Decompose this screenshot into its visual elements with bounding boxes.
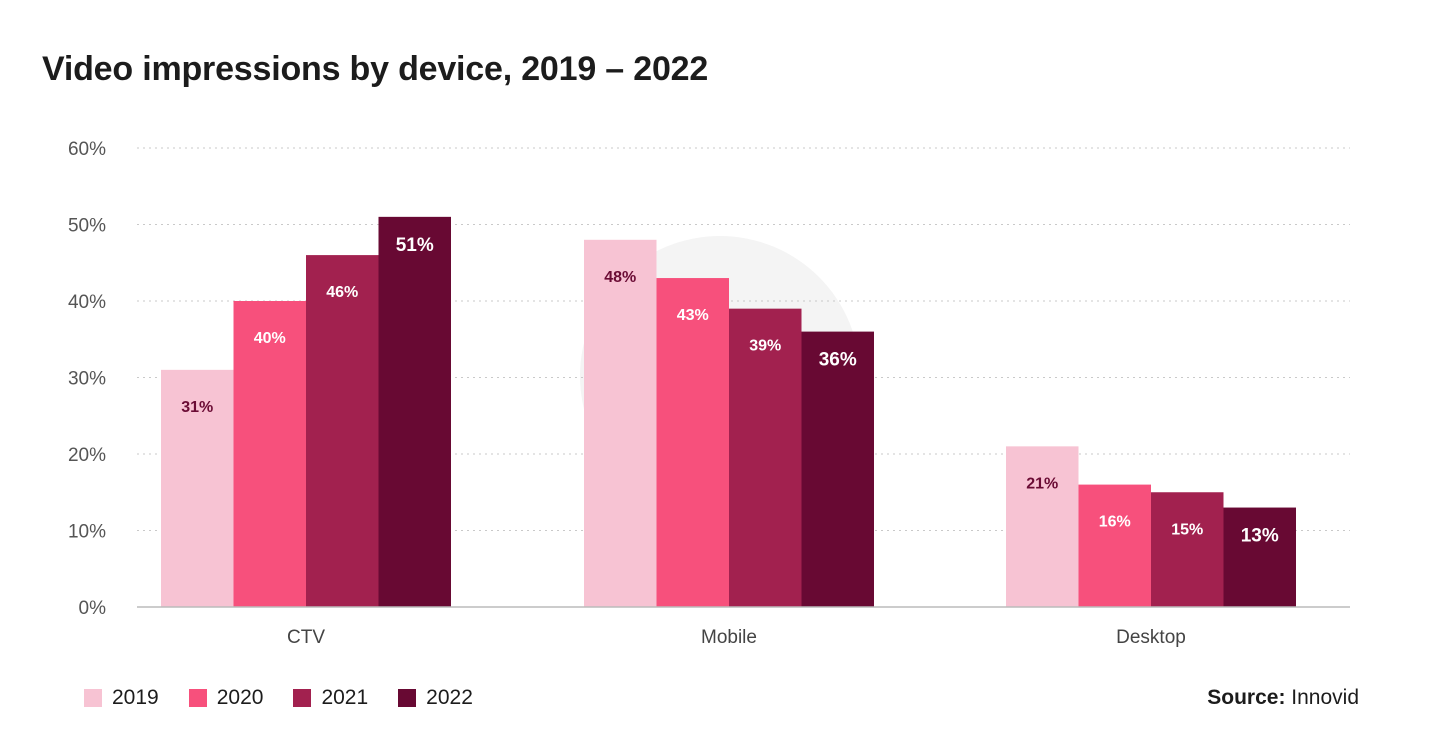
data-label-ctv-2022: 51% xyxy=(396,235,434,256)
y-axis-ticks: 0% 10% 20% 30% 40% 50% 60% xyxy=(68,139,106,619)
data-label-ctv-2020: 40% xyxy=(254,330,286,347)
bar-desktop-2021 xyxy=(1151,492,1224,607)
bar-mobile-2019 xyxy=(584,239,657,608)
legend: 2019 2020 2021 2022 xyxy=(84,686,503,710)
x-tick-label-desktop: Desktop xyxy=(1116,627,1186,648)
y-tick-label: 10% xyxy=(68,522,106,543)
bar-desktop-2020 xyxy=(1078,484,1151,607)
legend-swatch-2019 xyxy=(84,689,102,707)
data-label-mobile-2022: 36% xyxy=(819,350,857,371)
data-label-mobile-2020: 43% xyxy=(677,307,709,324)
y-tick-label: 0% xyxy=(79,598,107,619)
bar-ctv-2020 xyxy=(233,301,306,607)
y-tick-label: 50% xyxy=(68,216,106,237)
bar-desktop-2022 xyxy=(1223,507,1296,607)
x-tick-label-ctv: CTV xyxy=(287,627,325,648)
legend-label-2021: 2021 xyxy=(321,686,369,709)
data-label-mobile-2019: 48% xyxy=(604,269,636,286)
bar-mobile-2021 xyxy=(729,308,802,607)
legend-label-2019: 2019 xyxy=(112,686,159,709)
legend-item-2021: 2021 xyxy=(293,686,368,710)
legend-swatch-2022 xyxy=(398,689,417,707)
legend-item-2022: 2022 xyxy=(398,686,473,710)
data-label-ctv-2021: 46% xyxy=(326,284,358,301)
source-value: Innovid xyxy=(1291,686,1359,709)
legend-label-2022: 2022 xyxy=(426,686,473,709)
bars xyxy=(161,216,1296,608)
legend-item-2020: 2020 xyxy=(188,686,264,710)
data-label-desktop-2021: 15% xyxy=(1171,521,1203,538)
legend-item-2019: 2019 xyxy=(84,686,159,710)
data-label-desktop-2020: 16% xyxy=(1099,514,1131,531)
bar-mobile-2022 xyxy=(801,331,874,607)
source-label: Source: xyxy=(1207,686,1286,709)
y-tick-label: 40% xyxy=(68,292,106,313)
y-tick-label: 60% xyxy=(68,139,106,160)
data-labels: 31% 40% 46% 51% 48% 43% 39% 36% 21% 16% 15% 13% xyxy=(181,235,1279,547)
y-tick-label: 30% xyxy=(68,369,106,390)
data-label-mobile-2021: 39% xyxy=(749,338,781,355)
x-axis-ticks: CTV Mobile Desktop xyxy=(287,627,1186,648)
bar-ctv-2021 xyxy=(306,255,379,607)
data-label-desktop-2022: 13% xyxy=(1241,526,1279,547)
bar-mobile-2020 xyxy=(656,278,729,607)
legend-swatch-2021 xyxy=(293,689,312,707)
x-tick-label-mobile: Mobile xyxy=(701,627,757,648)
legend-label-2020: 2020 xyxy=(216,686,264,709)
chart-title: Video impressions by device, 2019 – 2022 xyxy=(42,50,709,88)
bar-desktop-2019 xyxy=(1006,446,1079,607)
data-label-desktop-2019: 21% xyxy=(1026,475,1058,492)
bar-ctv-2022 xyxy=(378,216,451,607)
y-tick-label: 20% xyxy=(68,445,106,466)
bar-ctv-2019 xyxy=(161,369,234,607)
legend-swatch-2020 xyxy=(188,689,207,707)
source-note: Source: Innovid xyxy=(1207,686,1359,710)
data-label-ctv-2019: 31% xyxy=(181,399,213,416)
